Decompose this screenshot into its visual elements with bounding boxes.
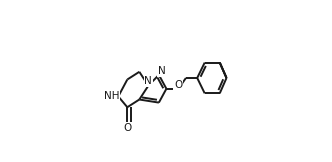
Text: NH: NH — [104, 91, 119, 101]
Text: O: O — [123, 123, 131, 133]
Text: O: O — [174, 80, 183, 90]
Text: NH: NH — [104, 91, 119, 101]
Text: O: O — [123, 123, 131, 133]
Text: N: N — [158, 66, 166, 76]
Text: N: N — [158, 66, 166, 76]
Text: O: O — [174, 80, 183, 90]
Text: N: N — [144, 76, 152, 86]
Text: N: N — [144, 76, 152, 86]
